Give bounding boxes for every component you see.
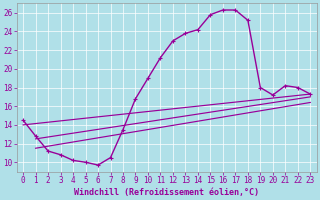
X-axis label: Windchill (Refroidissement éolien,°C): Windchill (Refroidissement éolien,°C) — [74, 188, 259, 197]
